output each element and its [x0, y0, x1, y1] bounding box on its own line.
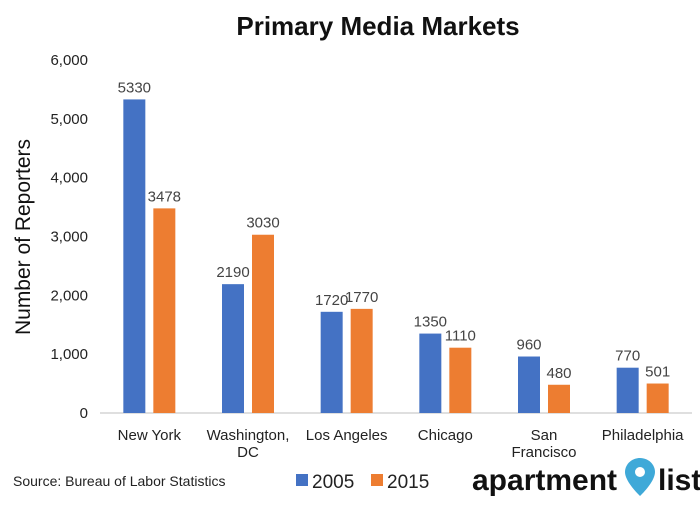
bar-2005 — [616, 367, 639, 413]
bar-2015 — [153, 208, 176, 413]
legend: 2005 2015 — [296, 472, 429, 493]
data-label-2015: 1770 — [345, 289, 378, 306]
x-axis-ticks: New York Washington, DC Los Angeles Chicago S… — [118, 427, 685, 461]
bar-2005 — [123, 99, 146, 413]
logo-text-apartment: apartment — [472, 464, 617, 497]
bar-2005 — [419, 333, 442, 413]
source-note: Source: Bureau of Labor Statistics — [13, 473, 225, 489]
x-tick-label: New York — [118, 427, 182, 444]
x-tick-label: San Francisco — [511, 427, 576, 461]
bar-2005 — [518, 356, 540, 413]
data-label-2005: 1720 — [315, 292, 348, 309]
data-label-2005: 1350 — [414, 314, 447, 331]
y-axis-label: Number of Reporters — [12, 139, 35, 335]
bar-2005 — [320, 311, 343, 413]
data-label-2015: 1110 — [445, 328, 476, 345]
bar-2015 — [252, 234, 274, 413]
y-tick-label: 2,000 — [50, 287, 88, 304]
legend-label-2005: 2005 — [312, 472, 354, 493]
apartment-list-logo: apartment list — [472, 458, 700, 497]
logo-text-list: list — [658, 464, 700, 497]
y-tick-label: 0 — [80, 405, 88, 422]
y-tick-label: 6,000 — [50, 52, 88, 69]
data-label-2015: 501 — [645, 364, 670, 381]
legend-swatch-2005 — [296, 474, 308, 486]
chart-title: Primary Media Markets — [236, 11, 519, 41]
y-tick-label: 4,000 — [50, 170, 88, 187]
y-tick-label: 5,000 — [50, 111, 88, 128]
y-tick-label: 3,000 — [50, 229, 88, 246]
x-tick-label: Chicago — [418, 427, 473, 444]
bar-2015 — [646, 383, 669, 413]
data-label-2015: 480 — [546, 365, 571, 382]
bar-2015 — [548, 384, 570, 413]
data-label-2005: 2190 — [216, 264, 249, 281]
y-tick-label: 1,000 — [50, 346, 88, 363]
bar-2005 — [222, 284, 244, 413]
x-tick-label: Los Angeles — [306, 427, 388, 444]
bar-2015 — [449, 347, 472, 413]
data-label-2015: 3478 — [148, 188, 181, 205]
data-label-2005: 5330 — [118, 79, 151, 96]
data-label-2005: 770 — [615, 348, 640, 365]
bar-2015 — [350, 308, 373, 413]
y-axis-ticks: 0 1,000 2,000 3,000 4,000 5,000 6,000 — [50, 52, 88, 422]
data-label-2015: 3030 — [246, 215, 279, 232]
x-tick-label: Philadelphia — [602, 427, 684, 444]
map-pin-icon — [625, 458, 655, 496]
data-label-2005: 960 — [516, 337, 541, 354]
x-tick-label: Washington, DC — [207, 427, 290, 461]
legend-label-2015: 2015 — [387, 472, 429, 493]
legend-swatch-2015 — [371, 474, 383, 486]
